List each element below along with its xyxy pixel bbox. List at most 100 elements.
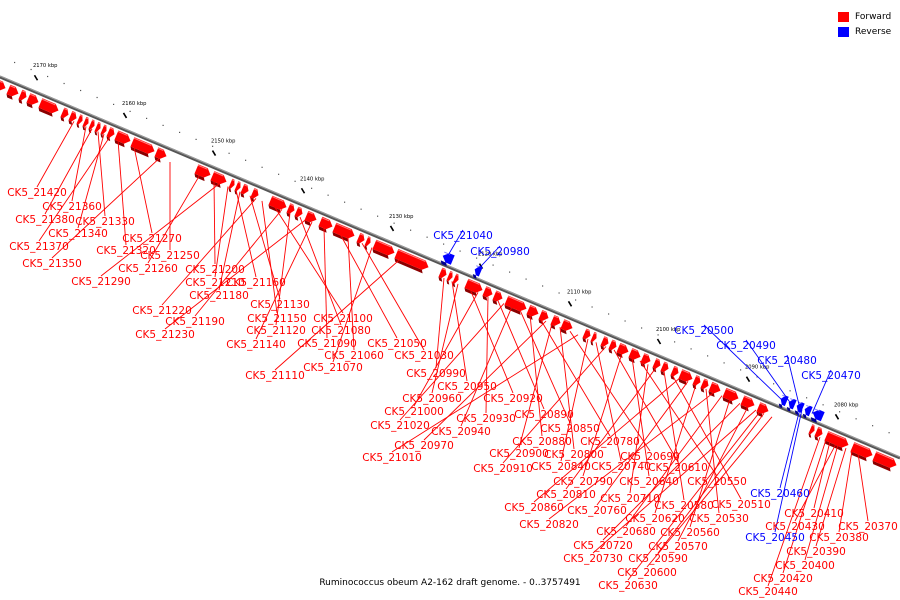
scale-tick-label: 2130 kbp bbox=[389, 214, 414, 220]
gene-shadow bbox=[77, 124, 80, 128]
minor-tick bbox=[80, 90, 81, 91]
gene-label: CK5_21380 bbox=[15, 214, 75, 226]
minor-tick bbox=[542, 285, 543, 286]
gene-label: CK5_21140 bbox=[226, 339, 286, 351]
forward-gene bbox=[69, 111, 77, 125]
minor-tick bbox=[889, 432, 890, 433]
gene-label: CK5_21070 bbox=[303, 362, 363, 374]
forward-gene bbox=[551, 315, 561, 329]
minor-tick bbox=[773, 383, 774, 384]
gene-label: CK5_21040 bbox=[433, 230, 493, 242]
minor-tick bbox=[509, 272, 510, 273]
gene-label: CK5_20760 bbox=[567, 505, 627, 517]
gene-label: CK5_20950 bbox=[437, 381, 497, 393]
gene-label: CK5_20980 bbox=[470, 246, 530, 258]
scale-tick-label: 2140 kbp bbox=[300, 176, 325, 182]
forward-gene bbox=[115, 131, 131, 148]
minor-tick bbox=[196, 139, 197, 140]
major-tick bbox=[836, 414, 839, 419]
minor-tick bbox=[872, 425, 873, 426]
forward-gene bbox=[19, 90, 27, 104]
gene-label: CK5_21190 bbox=[165, 316, 225, 328]
minor-tick bbox=[691, 348, 692, 349]
gene-label: CK5_21250 bbox=[140, 250, 200, 262]
minor-tick bbox=[14, 62, 15, 63]
minor-tick bbox=[625, 320, 626, 321]
minor-tick bbox=[559, 292, 560, 293]
scale-tick-label: 2110 kbp bbox=[567, 289, 592, 295]
forward-gene bbox=[107, 127, 115, 141]
minor-tick bbox=[410, 230, 411, 231]
gene-label: CK5_20970 bbox=[394, 440, 454, 452]
gene-label: CK5_20840 bbox=[531, 461, 591, 473]
caption-text: Ruminococcus obeum A2-162 draft genome. … bbox=[319, 578, 580, 588]
scale-tick-label: 2170 kbp bbox=[33, 63, 58, 69]
major-tick bbox=[747, 377, 750, 382]
gene-label: CK5_21030 bbox=[394, 350, 454, 362]
forward-gene bbox=[7, 85, 19, 100]
gene-label: CK5_20960 bbox=[402, 393, 462, 405]
major-tick bbox=[569, 301, 572, 306]
gene-label: CK5_20820 bbox=[519, 519, 579, 531]
gene-label: CK5_20480 bbox=[757, 355, 817, 367]
legend-reverse-label: Reverse bbox=[855, 27, 891, 37]
forward-gene bbox=[741, 396, 755, 412]
reverse-gene bbox=[473, 266, 483, 279]
minor-tick bbox=[163, 125, 164, 126]
gene-label: CK5_21200 bbox=[185, 264, 245, 276]
gene-label: CK5_20380 bbox=[809, 532, 869, 544]
minor-tick bbox=[361, 209, 362, 210]
forward-gene bbox=[0, 80, 6, 95]
minor-tick bbox=[295, 181, 296, 182]
major-tick bbox=[213, 151, 216, 156]
gene-label: CK5_20990 bbox=[406, 368, 466, 380]
minor-tick bbox=[608, 313, 609, 314]
leader-line bbox=[630, 364, 648, 493]
minor-tick bbox=[658, 334, 659, 335]
forward-gene bbox=[155, 147, 167, 162]
gene-body bbox=[789, 399, 797, 409]
gene-label: CK5_21110 bbox=[245, 370, 305, 382]
gene-label: CK5_20860 bbox=[504, 502, 564, 514]
gene-label: CK5_20550 bbox=[687, 476, 747, 488]
minor-tick bbox=[97, 97, 98, 98]
gene-body bbox=[781, 396, 789, 407]
gene-label: CK5_20490 bbox=[716, 340, 776, 352]
minor-tick bbox=[823, 404, 824, 405]
gene-label: CK5_21150 bbox=[247, 313, 307, 325]
gene-label: CK5_20570 bbox=[648, 541, 708, 553]
gene-shadow bbox=[591, 341, 594, 345]
caption: Ruminococcus obeum A2-162 draft genome. … bbox=[0, 578, 900, 588]
minor-tick bbox=[493, 265, 494, 266]
minor-tick bbox=[394, 223, 395, 224]
forward-gene bbox=[95, 122, 101, 136]
minor-tick bbox=[328, 195, 329, 196]
minor-tick bbox=[641, 327, 642, 328]
gene-label: CK5_20560 bbox=[660, 527, 720, 539]
gene-label: CK5_21090 bbox=[297, 338, 357, 350]
gene-label: CK5_20400 bbox=[775, 560, 835, 572]
gene-label: CK5_20620 bbox=[625, 513, 685, 525]
minor-tick bbox=[31, 69, 32, 70]
gene-label: CK5_20410 bbox=[784, 508, 844, 520]
legend-forward-label: Forward bbox=[855, 12, 891, 22]
gene-label: CK5_20900 bbox=[489, 448, 549, 460]
scale-tick-label: 2160 kbp bbox=[122, 101, 147, 107]
gene-shadow bbox=[809, 434, 812, 438]
gene-label: CK5_20640 bbox=[619, 476, 679, 488]
minor-tick bbox=[245, 160, 246, 161]
forward-gene bbox=[319, 217, 333, 233]
minor-tick bbox=[179, 132, 180, 133]
minor-tick bbox=[674, 341, 675, 342]
gene-label: CK5_21290 bbox=[71, 276, 131, 288]
gene-label: CK5_20920 bbox=[483, 393, 543, 405]
gene-body bbox=[797, 402, 805, 413]
gene-label: CK5_21020 bbox=[370, 420, 430, 432]
gene-label: CK5_21130 bbox=[250, 299, 310, 311]
scale-tick-label: 2150 kbp bbox=[211, 139, 236, 145]
gene-label: CK5_21000 bbox=[384, 406, 444, 418]
gene-arrows bbox=[0, 80, 897, 472]
forward-gene bbox=[447, 271, 453, 285]
minor-tick bbox=[64, 83, 65, 84]
gene-body bbox=[805, 406, 813, 417]
